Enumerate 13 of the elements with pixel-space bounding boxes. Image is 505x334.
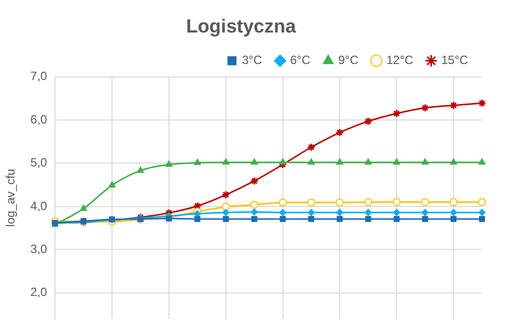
y-tick-label: 6,0 [30, 112, 48, 126]
legend-label: 3°C [242, 53, 262, 68]
chart-title: Logistyczna [186, 16, 296, 38]
legend-label: 9°C [338, 53, 359, 68]
legend-label: 15°C [441, 53, 468, 68]
y-tick-label: 4,0 [30, 198, 48, 213]
y-axis-title: log_av_cfu [4, 168, 18, 227]
y-tick-label: 5,0 [30, 156, 48, 170]
y-tick-label: 2,0 [30, 285, 48, 300]
legend-label: 6°C [290, 53, 311, 68]
y-tick-label: 7,0 [30, 69, 48, 84]
y-tick-label: 3,0 [30, 242, 48, 256]
legend-label: 12°C [386, 53, 414, 68]
